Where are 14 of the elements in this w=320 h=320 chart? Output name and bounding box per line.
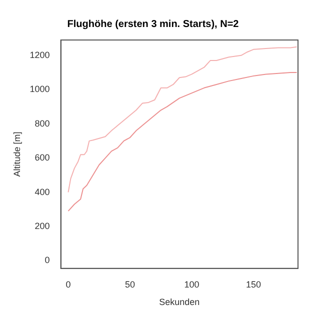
x-tick-label: 150 (246, 279, 262, 290)
y-tick-label: 0 (44, 255, 50, 266)
y-tick-label: 800 (34, 118, 50, 128)
y-tick-label: 600 (34, 152, 50, 163)
y-tick-label: 1200 (30, 50, 50, 60)
y-tick-label: 200 (34, 220, 50, 231)
y-axis-title: Altitude [m] (12, 132, 22, 177)
y-tick-label: 400 (34, 186, 50, 197)
x-tick-label: 100 (184, 279, 200, 290)
chart-title: Flughöhe (ersten 3 min. Starts), N=2 (67, 18, 240, 30)
y-tick-label: 1000 (30, 84, 50, 94)
x-tick-label: 0 (66, 279, 71, 290)
x-axis-title: Sekunden (159, 297, 200, 308)
x-tick-label: 50 (124, 279, 136, 290)
